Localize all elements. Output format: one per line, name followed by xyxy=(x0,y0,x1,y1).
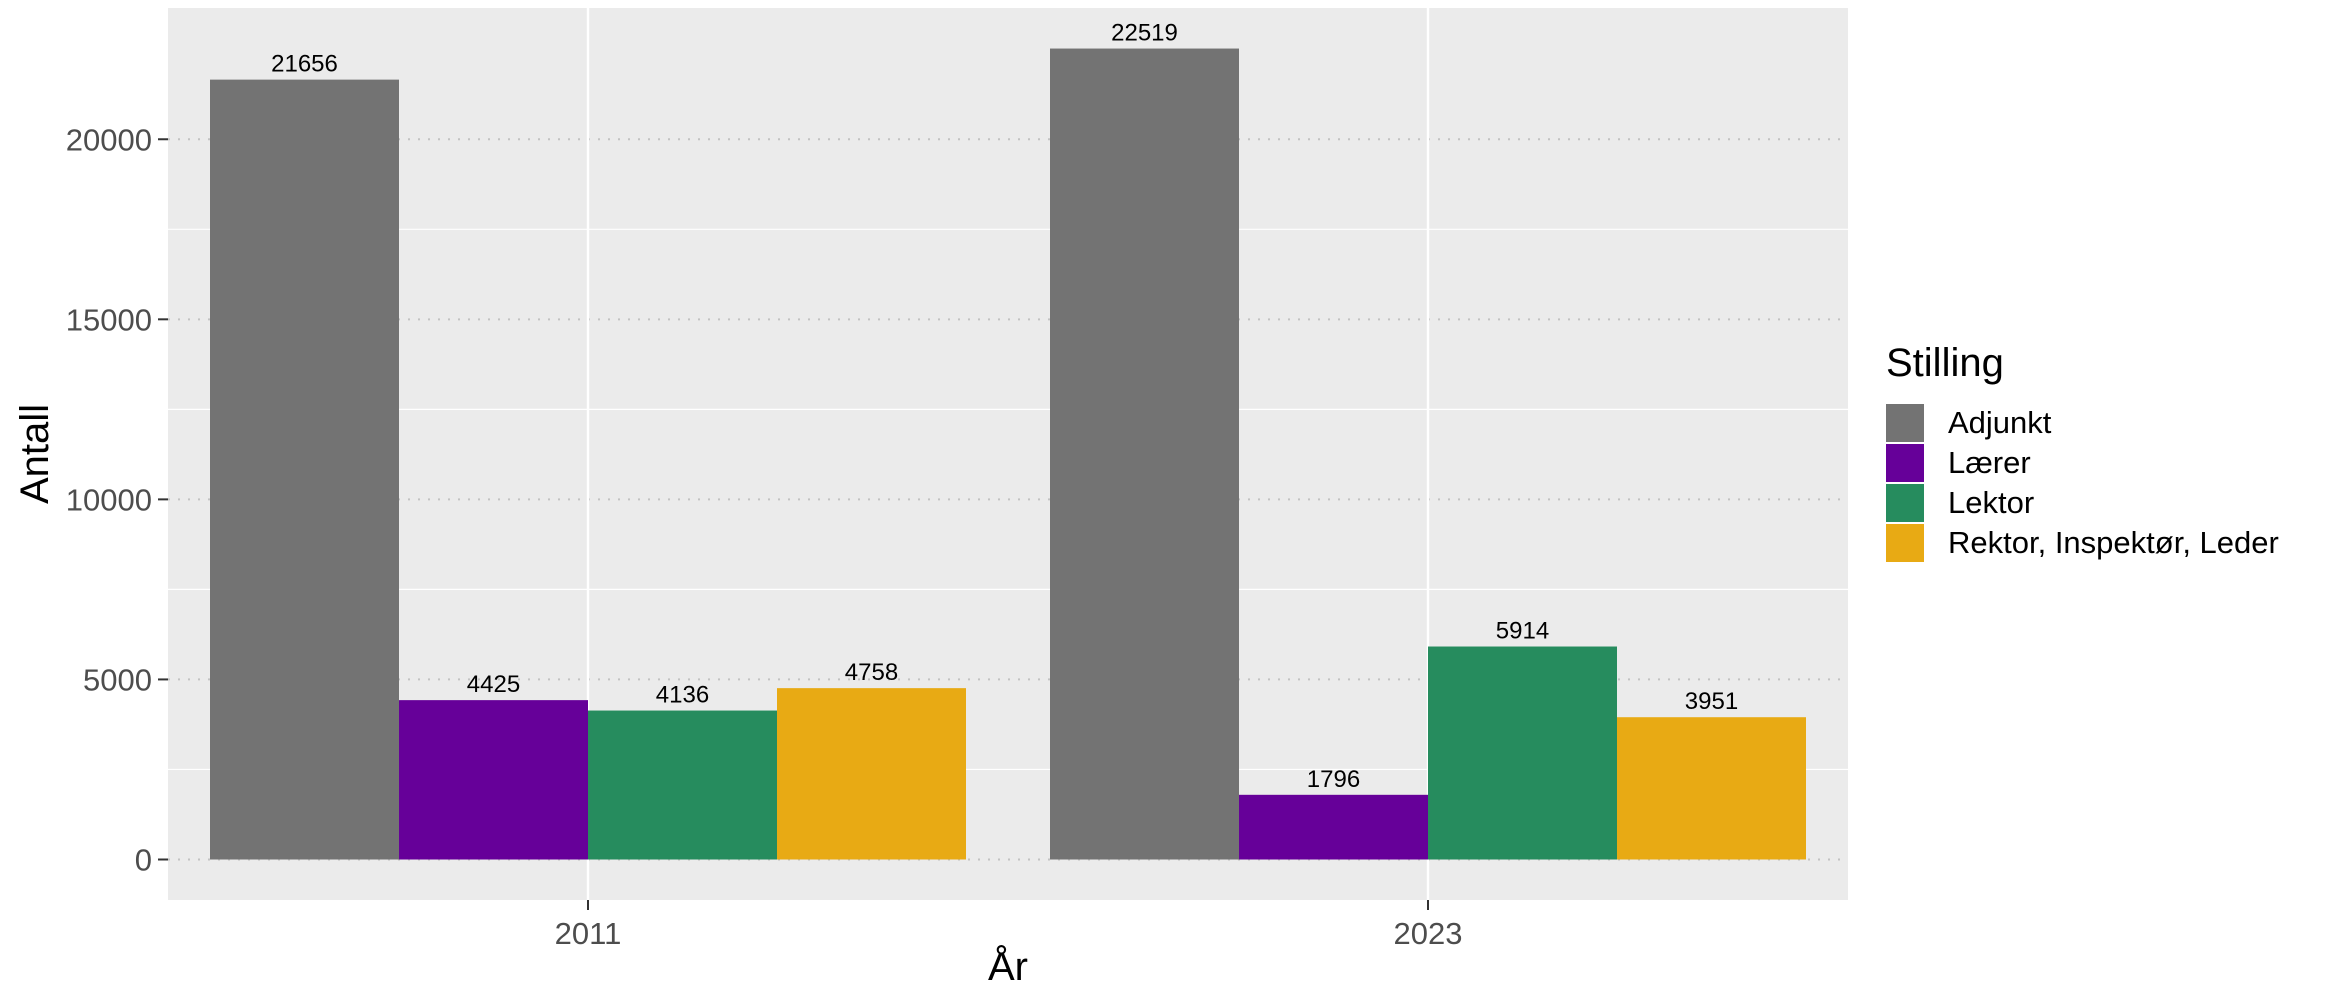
bar xyxy=(1050,48,1239,860)
data-label: 4136 xyxy=(656,682,709,709)
bar xyxy=(588,710,777,860)
x-tick-label: 2011 xyxy=(555,916,622,951)
y-axis: 0 5000 10000 15000 20000 xyxy=(66,122,168,877)
bar xyxy=(1239,794,1428,860)
legend-key xyxy=(1886,444,1924,482)
bar xyxy=(1428,646,1617,860)
bar xyxy=(777,688,966,860)
legend-key xyxy=(1886,404,1924,442)
x-axis: 2011 2023 xyxy=(555,900,1463,951)
y-tick-label: 10000 xyxy=(66,482,152,517)
bars xyxy=(210,48,1806,860)
data-label: 3951 xyxy=(1685,688,1738,715)
legend-title: Stilling xyxy=(1886,341,2004,385)
legend-key xyxy=(1886,524,1924,562)
data-label: 22519 xyxy=(1111,20,1178,47)
x-tick-label: 2023 xyxy=(1394,916,1463,951)
bar xyxy=(399,700,588,860)
data-labels: 21656 4425 4136 4758 22519 1796 5914 3951 xyxy=(271,20,1738,793)
legend-label: Lærer xyxy=(1948,445,2031,480)
y-tick-label: 5000 xyxy=(83,662,152,697)
legend: Stilling Adjunkt Lærer Lektor Rektor, Inspe… xyxy=(1886,341,2279,562)
data-label: 21656 xyxy=(271,51,338,78)
y-tick-label: 20000 xyxy=(66,122,152,157)
bar xyxy=(210,79,399,860)
data-label: 4758 xyxy=(845,659,898,686)
legend-label: Rektor, Inspektør, Leder xyxy=(1948,525,2279,560)
y-tick-label: 15000 xyxy=(66,302,152,337)
bar xyxy=(1617,717,1806,860)
legend-label: Lektor xyxy=(1948,485,2034,520)
data-label: 4425 xyxy=(467,671,520,698)
data-label: 1796 xyxy=(1307,766,1360,793)
legend-key xyxy=(1886,484,1924,522)
x-axis-title: År xyxy=(988,944,1028,984)
legend-label: Adjunkt xyxy=(1948,405,2052,440)
data-label: 5914 xyxy=(1496,618,1549,645)
y-tick-label: 0 xyxy=(135,842,152,877)
y-axis-title: Antall xyxy=(13,404,57,504)
